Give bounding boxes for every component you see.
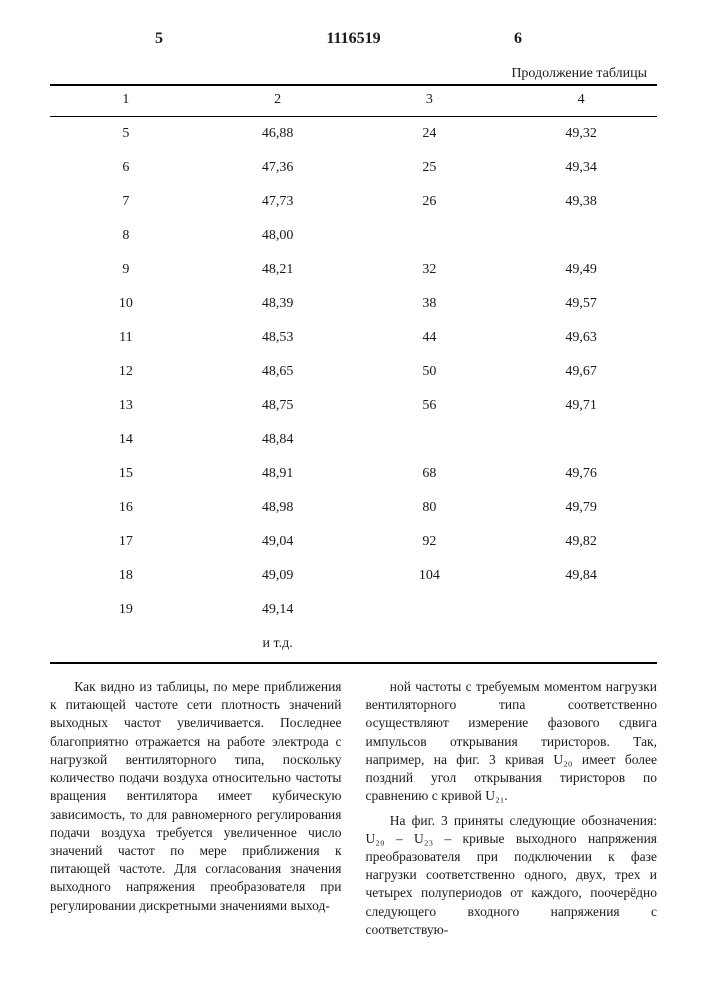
table-cell (354, 627, 506, 663)
table-row: 948,213249,49 (50, 253, 657, 287)
table-row: 1148,534449,63 (50, 321, 657, 355)
table-cell: 9 (50, 253, 202, 287)
table-continuation-label: Продолжение таблицы (50, 66, 657, 82)
table-header-row: 1 2 3 4 (50, 85, 657, 117)
table-cell: 80 (354, 491, 506, 525)
table-cell: 49,32 (505, 117, 657, 152)
table-row: 1048,393849,57 (50, 287, 657, 321)
paragraph: Как видно из таблицы, по мере приближени… (50, 678, 342, 915)
table-cell: 12 (50, 355, 202, 389)
table-cell: 50 (354, 355, 506, 389)
table-cell: 49,38 (505, 185, 657, 219)
table-row: 546,882449,32 (50, 117, 657, 152)
table-cell: 46,88 (202, 117, 354, 152)
table-cell (354, 423, 506, 457)
table-cell: 49,63 (505, 321, 657, 355)
table-cell: 26 (354, 185, 506, 219)
table-cell: 13 (50, 389, 202, 423)
table-cell: 11 (50, 321, 202, 355)
table-cell: 92 (354, 525, 506, 559)
table-row: 1849,0910449,84 (50, 559, 657, 593)
col-header: 1 (50, 85, 202, 117)
table-cell: 49,34 (505, 151, 657, 185)
table-row: 647,362549,34 (50, 151, 657, 185)
table-cell: 6 (50, 151, 202, 185)
page-header: 5 1116519 6 (50, 30, 657, 48)
table-cell: 49,79 (505, 491, 657, 525)
table-cell: и т.д. (202, 627, 354, 663)
table-row: и т.д. (50, 627, 657, 663)
table-cell: 47,36 (202, 151, 354, 185)
table-cell: 48,53 (202, 321, 354, 355)
table-cell: 49,67 (505, 355, 657, 389)
table-cell: 24 (354, 117, 506, 152)
table-cell (354, 219, 506, 253)
table-row: 848,00 (50, 219, 657, 253)
table-cell: 48,91 (202, 457, 354, 491)
header-left-mark: 5 (155, 30, 163, 48)
col-header: 3 (354, 85, 506, 117)
table-cell: 49,76 (505, 457, 657, 491)
table-cell: 48,84 (202, 423, 354, 457)
document-number: 1116519 (326, 30, 380, 48)
table-cell: 49,14 (202, 593, 354, 627)
table-cell: 14 (50, 423, 202, 457)
table-cell: 18 (50, 559, 202, 593)
table-cell: 48,75 (202, 389, 354, 423)
table-cell: 68 (354, 457, 506, 491)
table-cell: 48,65 (202, 355, 354, 389)
table-cell: 7 (50, 185, 202, 219)
table-cell (505, 219, 657, 253)
body-text: Как видно из таблицы, по мере приближени… (50, 678, 657, 939)
table-cell: 10 (50, 287, 202, 321)
table-cell: 47,73 (202, 185, 354, 219)
table-cell: 48,21 (202, 253, 354, 287)
table-cell: 44 (354, 321, 506, 355)
table-row: 1548,916849,76 (50, 457, 657, 491)
table-cell: 49,04 (202, 525, 354, 559)
col-header: 4 (505, 85, 657, 117)
data-table: 1 2 3 4 546,882449,32647,362549,34747,73… (50, 84, 657, 664)
table-cell: 16 (50, 491, 202, 525)
table-cell: 48,98 (202, 491, 354, 525)
header-right-mark: 6 (514, 30, 522, 48)
table-cell: 49,57 (505, 287, 657, 321)
table-cell: 49,71 (505, 389, 657, 423)
table-row: 1749,049249,82 (50, 525, 657, 559)
table-cell (354, 593, 506, 627)
table-cell: 48,00 (202, 219, 354, 253)
table-cell: 49,82 (505, 525, 657, 559)
table-cell: 32 (354, 253, 506, 287)
table-row: 1248,655049,67 (50, 355, 657, 389)
table-cell (50, 627, 202, 663)
table-cell: 38 (354, 287, 506, 321)
table-row: 747,732649,38 (50, 185, 657, 219)
table-cell: 19 (50, 593, 202, 627)
table-cell: 17 (50, 525, 202, 559)
table-cell: 15 (50, 457, 202, 491)
table-cell: 104 (354, 559, 506, 593)
table-cell (505, 627, 657, 663)
table-row: 1949,14 (50, 593, 657, 627)
table-cell: 8 (50, 219, 202, 253)
table-cell (505, 593, 657, 627)
table-cell: 49,09 (202, 559, 354, 593)
paragraph: ной частоты с требуемым моментом нагрузк… (366, 678, 658, 806)
table-cell (505, 423, 657, 457)
table-row: 1448,84 (50, 423, 657, 457)
table-row: 1348,755649,71 (50, 389, 657, 423)
paragraph: На фиг. 3 приняты следующие обозначения:… (366, 812, 658, 940)
table-cell: 49,84 (505, 559, 657, 593)
table-cell: 5 (50, 117, 202, 152)
col-header: 2 (202, 85, 354, 117)
table-cell: 56 (354, 389, 506, 423)
table-cell: 25 (354, 151, 506, 185)
table-cell: 49,49 (505, 253, 657, 287)
table-row: 1648,988049,79 (50, 491, 657, 525)
table-cell: 48,39 (202, 287, 354, 321)
